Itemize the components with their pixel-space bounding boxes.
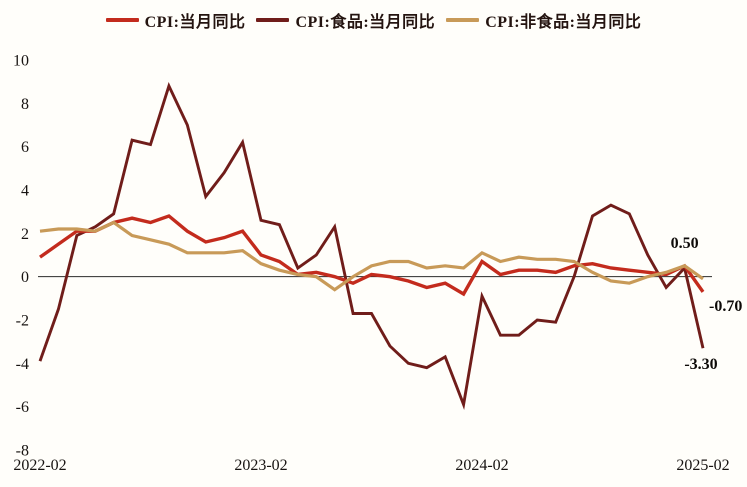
y-tick-label: 8 (21, 96, 29, 113)
chart-legend: CPI:当月同比 CPI:食品:当月同比 CPI:非食品:当月同比 (0, 8, 747, 32)
y-tick-label: 6 (21, 139, 29, 156)
cpi-food-line-swatch-icon (256, 18, 290, 22)
y-tick-label: 0 (21, 269, 29, 286)
x-tick-label: 2023-02 (234, 457, 287, 474)
y-tick-label: -2 (16, 313, 29, 330)
legend-item-cpi: CPI:当月同比 (105, 8, 246, 32)
legend-item-cpi-food: CPI:食品:当月同比 (256, 8, 435, 32)
series-line-2 (39, 220, 704, 292)
series-line-0 (39, 214, 705, 297)
series-line-1 (38, 82, 705, 410)
legend-label-cpi: CPI:当月同比 (144, 14, 246, 31)
x-tick-label: 2022-02 (13, 457, 66, 474)
y-tick-label: -6 (16, 399, 29, 416)
annotation-label: 0.50 (671, 235, 699, 252)
y-tick-label: 2 (21, 226, 29, 243)
legend-item-cpi-nonfood: CPI:非食品:当月同比 (446, 8, 641, 32)
cpi-nonfood-line-swatch-icon (446, 18, 480, 22)
x-tick-label: 2025-02 (676, 457, 729, 474)
legend-label-cpi-food: CPI:食品:当月同比 (295, 14, 436, 31)
legend-label-cpi-nonfood: CPI:非食品:当月同比 (485, 14, 642, 31)
y-tick-label: 4 (21, 183, 29, 200)
y-tick-label: 10 (13, 53, 29, 70)
y-tick-label: -8 (16, 443, 29, 460)
x-tick-label: 2024-02 (455, 457, 508, 474)
annotation-label: -0.70 (709, 298, 742, 315)
cpi-line-swatch-icon (105, 18, 139, 22)
annotation-label: -3.30 (684, 356, 717, 373)
y-tick-label: -4 (16, 356, 29, 373)
